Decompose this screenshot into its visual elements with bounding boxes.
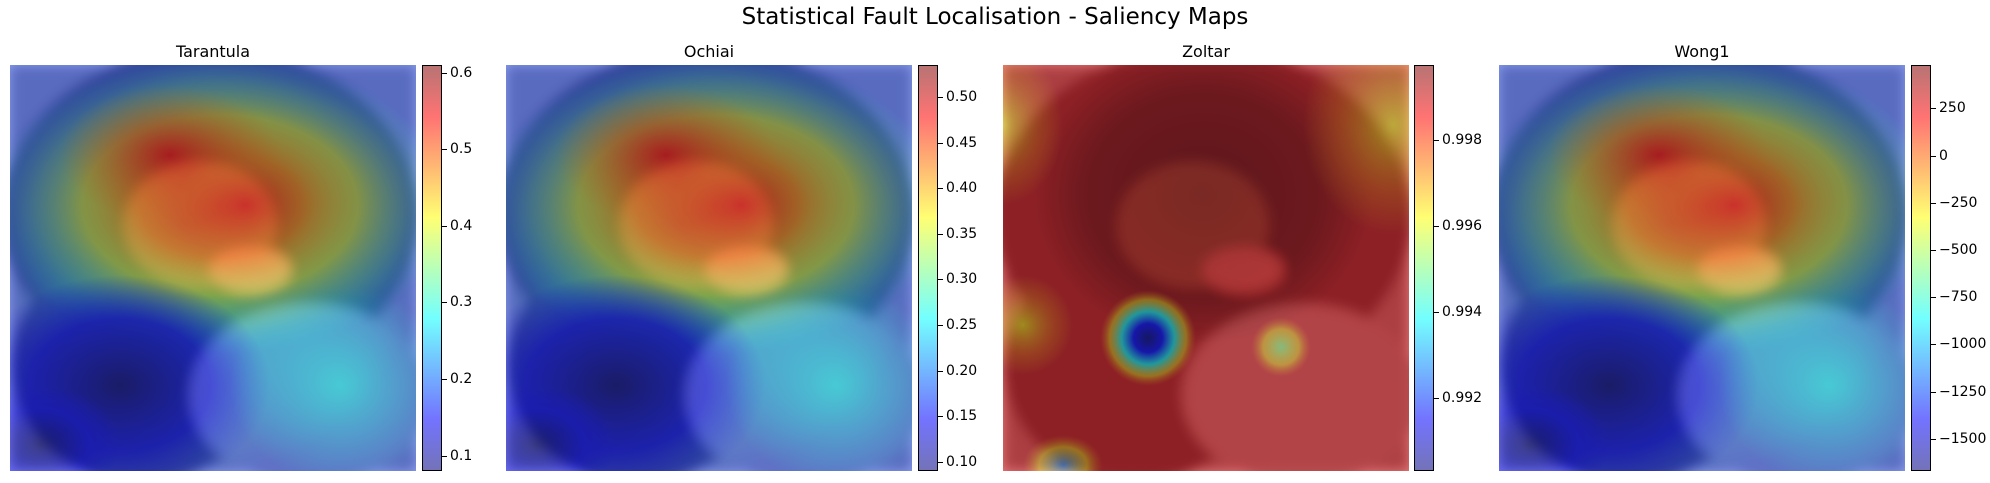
figure-title: Statistical Fault Localisation - Salienc…	[741, 4, 1249, 30]
colorbar-tick-label: 0.996	[1442, 218, 1483, 235]
colorbar-tick-label: 0.20	[946, 362, 978, 379]
colorbar-gradient	[919, 66, 937, 470]
colorbar-tick-label: 0.4	[450, 217, 473, 234]
colorbar-tick	[442, 225, 447, 227]
colorbar-tick	[938, 233, 943, 235]
colorbar-tick	[442, 379, 447, 381]
colorbar-tick	[1931, 344, 1936, 346]
colorbar-tick-label: −250	[1939, 194, 1978, 211]
colorbar-tick-label: 0.35	[946, 225, 978, 242]
saliency-map-wong1	[1499, 65, 1905, 471]
panel-title-wong1: Wong1	[1674, 42, 1730, 61]
colorbar-tick	[442, 72, 447, 74]
colorbar-ochiai	[918, 65, 938, 471]
colorbar-tick-label: 0.6	[450, 64, 473, 81]
colorbar-tick-label: 0	[1939, 147, 1948, 164]
colorbar-tick-label: 0.2	[450, 371, 473, 388]
colorbar-gradient	[423, 66, 441, 470]
colorbar-tick-label: 0.994	[1442, 304, 1483, 321]
saliency-overlay	[10, 65, 416, 471]
colorbar-tick	[442, 302, 447, 304]
colorbar-tick-label: 0.10	[946, 453, 978, 470]
colorbar-tick-label: 0.992	[1442, 389, 1483, 406]
saliency-map-ochiai	[506, 65, 912, 471]
colorbar-tick-label: 0.30	[946, 271, 978, 288]
colorbar-tick-label: 0.15	[946, 408, 978, 425]
colorbar-tarantula	[422, 65, 442, 471]
colorbar-tick-label: 0.1	[450, 447, 473, 464]
colorbar-tick-label: −1250	[1939, 383, 1987, 400]
colorbar-tick	[442, 149, 447, 151]
colorbar-tick	[1434, 397, 1439, 399]
colorbar-wong1	[1911, 65, 1931, 471]
colorbar-tick-label: −750	[1939, 289, 1978, 306]
panel-title-zoltar: Zoltar	[1182, 42, 1230, 61]
colorbar-tick	[1931, 108, 1936, 110]
colorbar-tick-label: 0.45	[946, 134, 978, 151]
colorbar-tick-label: 0.5	[450, 141, 473, 158]
colorbar-tick-label: −1000	[1939, 336, 1987, 353]
colorbar-tick	[1434, 312, 1439, 314]
colorbar-tick	[938, 416, 943, 418]
colorbar-tick	[1931, 297, 1936, 299]
colorbar-tick	[938, 142, 943, 144]
colorbar-tick-label: −500	[1939, 242, 1978, 259]
colorbar-tick-label: 0.998	[1442, 132, 1483, 149]
colorbar-tick-label: 250	[1939, 100, 1966, 117]
colorbar-tick-label: 0.3	[450, 294, 473, 311]
colorbar-gradient	[1912, 66, 1930, 470]
colorbar-tick	[1931, 202, 1936, 204]
colorbar-tick-label: −1500	[1939, 430, 1987, 447]
colorbar-tick	[1931, 155, 1936, 157]
colorbar-tick-label: 0.40	[946, 180, 978, 197]
colorbar-gradient	[1415, 66, 1433, 470]
colorbar-tick-label: 0.25	[946, 317, 978, 334]
colorbar-tick	[1931, 391, 1936, 393]
saliency-map-tarantula	[10, 65, 416, 471]
colorbar-tick	[1434, 140, 1439, 142]
colorbar-zoltar	[1414, 65, 1434, 471]
colorbar-tick-label: 0.50	[946, 88, 978, 105]
colorbar-tick	[1434, 226, 1439, 228]
colorbar-tick	[1931, 438, 1936, 440]
colorbar-tick	[938, 461, 943, 463]
colorbar-tick	[938, 325, 943, 327]
saliency-map-zoltar	[1003, 65, 1409, 471]
panel-title-tarantula: Tarantula	[175, 42, 251, 61]
colorbar-tick	[938, 279, 943, 281]
panel-title-ochiai: Ochiai	[683, 42, 735, 61]
colorbar-tick	[938, 370, 943, 372]
colorbar-tick	[938, 188, 943, 190]
colorbar-tick	[1931, 250, 1936, 252]
saliency-overlay	[1003, 65, 1409, 471]
saliency-overlay	[506, 65, 912, 471]
colorbar-tick	[938, 96, 943, 98]
saliency-overlay	[1499, 65, 1905, 471]
colorbar-tick	[442, 455, 447, 457]
